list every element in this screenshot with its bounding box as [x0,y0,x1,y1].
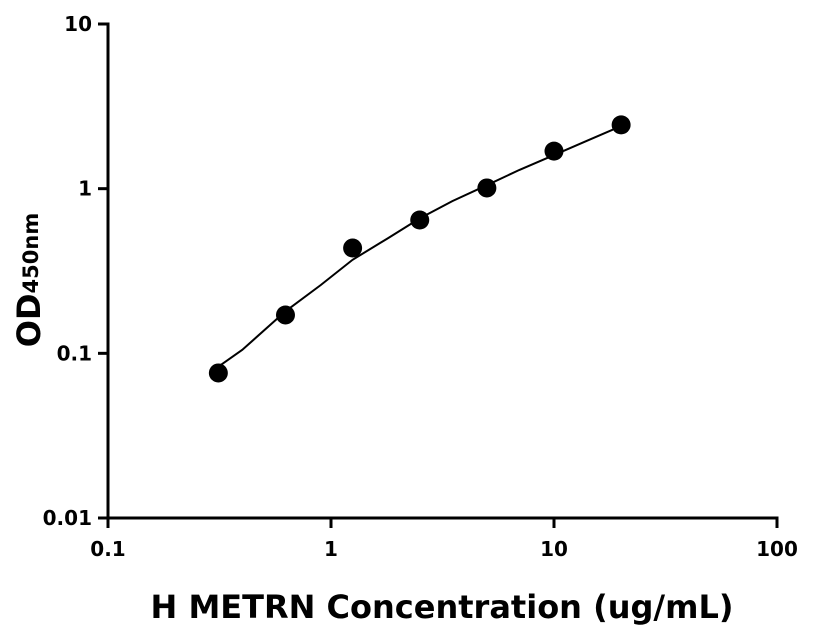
x-axis-label: H METRN Concentration (ug/mL) [151,588,734,626]
y-tick-label: 0.1 [57,341,92,365]
x-tick-label: 10 [540,537,568,561]
data-point [544,141,564,161]
y-tick-label: 10 [64,12,92,36]
data-point [275,305,295,325]
data-point [611,115,631,135]
y-axis-label: OD450nm [10,213,48,347]
y-axis-label-sub: 450nm [19,213,43,294]
y-tick-label: 1 [78,177,92,201]
x-tick-label: 0.1 [90,537,125,561]
y-tick-label: 0.01 [43,506,92,530]
x-tick-label: 1 [324,537,338,561]
x-tick-label: 100 [756,537,798,561]
data-point [410,210,430,230]
data-point [208,363,228,383]
fit-curve [217,125,622,368]
y-axis-label-main: OD [10,293,48,347]
data-point [343,238,363,258]
data-point [477,178,497,198]
